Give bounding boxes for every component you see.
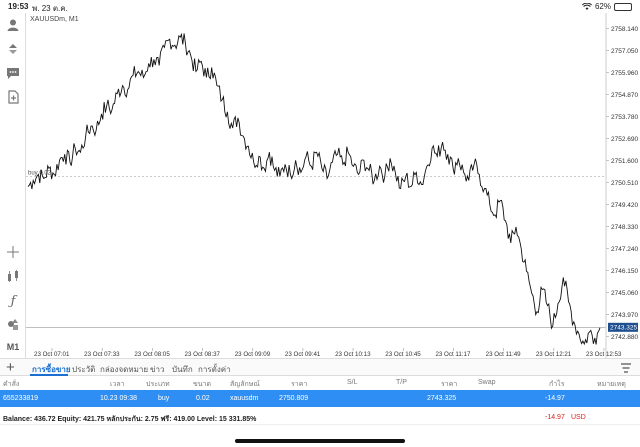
time-tick-label: 23 Oct 07:33: [84, 351, 120, 358]
time-tick-label: 23 Oct 09:41: [285, 351, 321, 358]
order-time: 10.23 09:38: [100, 395, 137, 402]
user-icon[interactable]: [4, 16, 22, 34]
order-type: buy: [158, 395, 170, 402]
tab-settings[interactable]: การตั้งค่า: [198, 365, 231, 374]
price-tick-label: 2746.150: [611, 268, 638, 275]
order-open-price: 2750.809: [279, 395, 309, 402]
time-tick-label: 23 Oct 10:13: [335, 351, 371, 358]
symbol-label: XAUUSDm, M1: [30, 16, 79, 23]
order-symbol: xauusdm: [230, 395, 259, 402]
tab-news[interactable]: ข่าว: [150, 365, 165, 374]
add-order-button[interactable]: +: [6, 359, 15, 376]
time-tick-label: 23 Oct 12:53: [586, 351, 622, 358]
home-indicator[interactable]: [235, 439, 405, 443]
filter-icon[interactable]: [620, 362, 632, 374]
col-ticket: คำสั่ง: [3, 381, 20, 388]
terminal-tabs: + การซื้อขาย ประวัติ กล่องจดหมาย ข่าว บั…: [0, 358, 640, 376]
price-tick-label: 2755.960: [611, 70, 638, 77]
active-tab-indicator: [30, 374, 68, 376]
order-volume: 0.02: [196, 395, 210, 402]
function-icon[interactable]: ƒ: [10, 293, 16, 309]
time-tick-label: 23 Oct 12:21: [536, 351, 572, 358]
time-tick-label: 23 Oct 07:01: [34, 351, 70, 358]
status-indicators: 62%: [581, 2, 632, 11]
clock: 19:53: [8, 2, 29, 11]
price-tick-label: 2754.870: [611, 92, 638, 99]
trade-icon[interactable]: [4, 40, 22, 58]
price-tick-label: 2750.510: [611, 180, 638, 187]
price-tick-label: 2757.050: [611, 48, 638, 55]
indicators-icon[interactable]: [4, 267, 22, 285]
tab-history[interactable]: ประวัติ: [72, 365, 96, 374]
price-tick-label: 2743.970: [611, 312, 638, 319]
current-price-label: 2743.325: [610, 325, 637, 332]
col-open-price: ราคา: [291, 381, 308, 388]
current-price-badge: [608, 322, 638, 332]
account-summary-text: Balance: 436.72 Equity: 421.75 หลักประกั…: [3, 416, 257, 423]
price-tick-label: 2752.690: [611, 136, 638, 143]
col-swap: Swap: [478, 379, 496, 386]
tab-journal[interactable]: บันทึก: [172, 365, 193, 374]
timeframe-button[interactable]: M1: [6, 342, 20, 352]
orders-table-header: คำสั่ง เวลา ประเภท ขนาด สัญลักษณ์ ราคา S…: [0, 376, 640, 390]
col-type: ประเภท: [146, 381, 170, 388]
time-tick-label: 23 Oct 10:45: [385, 351, 421, 358]
price-tick-label: 2758.140: [611, 26, 638, 33]
account-currency: USD: [571, 414, 586, 421]
battery-percent: 62%: [594, 2, 611, 11]
time-tick-label: 23 Oct 08:37: [185, 351, 221, 358]
tab-trade[interactable]: การซื้อขาย: [32, 365, 71, 374]
time-tick-label: 23 Oct 08:05: [134, 351, 170, 358]
price-chart[interactable]: 2758.140 2757.050 2755.960 2754.870 2753.780…: [26, 13, 640, 358]
col-sl: S/L: [347, 379, 358, 386]
objects-icon[interactable]: [4, 316, 22, 334]
col-volume: ขนาด: [193, 381, 212, 388]
battery-icon: [614, 2, 632, 11]
col-symbol: สัญลักษณ์: [230, 381, 260, 388]
chart-canvas[interactable]: 2758.140 2757.050 2755.960 2754.870 2753.780…: [26, 13, 640, 358]
order-current-price: 2743.325: [427, 395, 457, 402]
date: พ. 23 ต.ค.: [32, 4, 68, 13]
col-time: เวลา: [110, 381, 125, 388]
price-tick-label: 2747.240: [611, 246, 638, 253]
price-line: [27, 32, 601, 346]
wifi-icon: [581, 2, 592, 10]
total-profit: -14.97: [545, 414, 565, 421]
price-tick-label: 2753.780: [611, 114, 638, 121]
price-tick-label: 2751.600: [611, 158, 638, 165]
order-line-label: buy 0.02: [28, 170, 52, 176]
price-tick-label: 2745.060: [611, 290, 638, 297]
order-ticket: 655233819: [3, 395, 39, 402]
time-tick-label: 23 Oct 11:49: [486, 351, 522, 358]
order-profit: -14.97: [545, 395, 565, 402]
price-tick-label: 2749.420: [611, 202, 638, 209]
price-tick-label: 2742.880: [611, 334, 638, 341]
col-comment: หมายเหตุ: [597, 381, 626, 388]
time-tick-label: 23 Oct 11:17: [435, 351, 471, 358]
col-profit: กำไร: [549, 381, 565, 388]
add-file-icon[interactable]: [4, 88, 22, 106]
status-bar: 19:53 พ. 23 ต.ค. 62%: [0, 0, 640, 13]
col-current-price: ราคา: [441, 381, 458, 388]
table-row[interactable]: 655233819 10.23 09:38 buy 0.02 xauusdm 2…: [0, 390, 640, 407]
left-toolbar: ƒ M1: [0, 13, 26, 358]
crosshair-icon[interactable]: [4, 243, 22, 261]
account-summary: Balance: 436.72 Equity: 421.75 หลักประกั…: [0, 409, 640, 425]
price-tick-label: 2748.330: [611, 224, 638, 231]
chat-icon[interactable]: [4, 64, 22, 82]
time-tick-label: 23 Oct 09:09: [235, 351, 271, 358]
col-tp: T/P: [396, 379, 407, 386]
tab-mailbox[interactable]: กล่องจดหมาย: [100, 365, 149, 374]
